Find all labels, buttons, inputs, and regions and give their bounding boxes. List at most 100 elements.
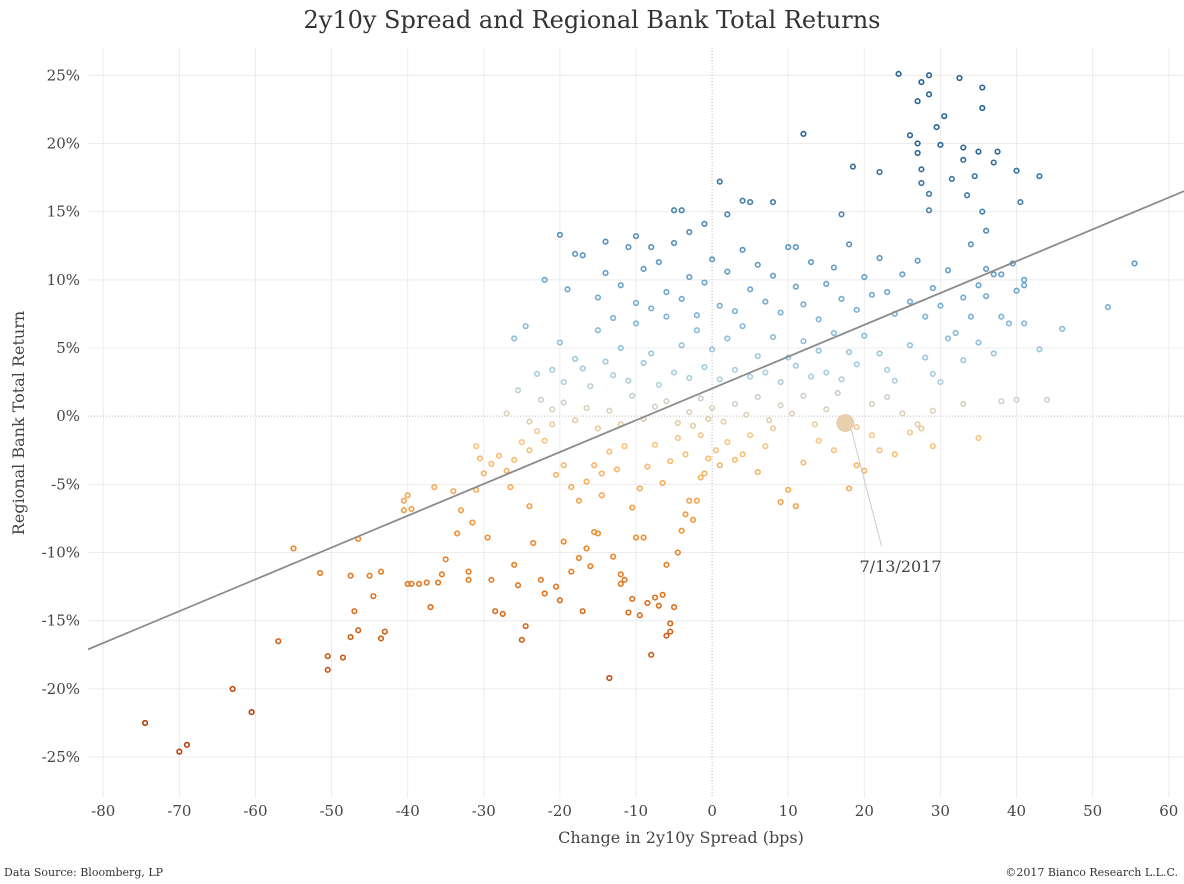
data-point: [983, 265, 990, 273]
data-point: [967, 313, 974, 320]
data-point: [381, 628, 388, 635]
y-tick-label: 15%: [47, 203, 80, 221]
data-point: [648, 350, 655, 357]
data-point: [290, 545, 297, 552]
y-axis-ticks: -25% -20% -15% -10% -5% 0% 5% 10% 15% 20% 25%: [42, 66, 80, 766]
data-point: [415, 580, 423, 588]
data-point: [899, 271, 906, 278]
data-point: [686, 408, 693, 416]
data-point: [636, 485, 643, 492]
data-point: [324, 666, 331, 673]
x-tick-label: 10: [779, 802, 798, 820]
data-point: [488, 460, 495, 468]
data-point: [689, 516, 697, 523]
data-point: [526, 418, 533, 425]
data-point: [591, 462, 598, 469]
data-point: [777, 309, 784, 316]
data-point: [408, 505, 415, 513]
data-point: [541, 276, 548, 283]
data-point: [918, 179, 925, 187]
data-point: [514, 582, 522, 589]
data-point: [724, 268, 731, 275]
data-point: [602, 238, 609, 245]
data-point: [716, 462, 723, 469]
data-point: [906, 298, 914, 305]
data-point: [667, 620, 674, 627]
data-point: [952, 329, 959, 337]
data-point: [747, 286, 754, 293]
data-point: [229, 685, 236, 693]
data-point: [526, 447, 533, 454]
data-point: [769, 425, 777, 432]
data-point: [556, 231, 563, 238]
data-point: [537, 576, 544, 583]
data-point: [1021, 276, 1028, 283]
data-point: [792, 243, 799, 251]
data-point: [484, 534, 491, 541]
data-point: [762, 298, 769, 305]
data-point: [739, 323, 746, 330]
data-point: [849, 163, 857, 170]
data-point: [701, 279, 708, 286]
data-point: [678, 207, 685, 214]
data-point: [1013, 396, 1020, 403]
data-point: [739, 197, 746, 204]
data-point: [1021, 320, 1028, 327]
data-point: [937, 302, 944, 309]
data-point: [427, 603, 434, 611]
data-point: [853, 423, 860, 431]
data-point: [884, 393, 891, 401]
data-point: [648, 651, 655, 658]
data-point: [598, 470, 605, 477]
data-point: [317, 569, 324, 577]
data-source-note: Data Source: Bloomberg, LP: [4, 866, 164, 879]
data-point: [632, 233, 640, 240]
data-point: [998, 313, 1005, 320]
data-point: [960, 156, 967, 163]
data-point: [861, 273, 868, 281]
data-point: [747, 432, 754, 439]
x-tick-label: 0: [707, 802, 717, 820]
data-point: [876, 168, 883, 176]
data-point: [800, 130, 807, 138]
data-point: [830, 329, 837, 337]
data-point: [366, 572, 373, 579]
data-point: [815, 316, 822, 323]
y-tick-label: -5%: [51, 475, 80, 493]
data-point: [823, 406, 830, 413]
data-point: [925, 190, 933, 198]
data-point: [644, 599, 651, 607]
data-point: [868, 400, 876, 408]
data-point: [492, 608, 499, 615]
data-point: [674, 434, 681, 442]
y-tick-label: 0%: [56, 407, 80, 425]
data-point: [663, 288, 670, 296]
data-point: [655, 258, 662, 266]
data-point: [876, 254, 883, 262]
data-point: [769, 198, 777, 206]
data-point: [693, 327, 700, 334]
data-point: [701, 363, 708, 371]
data-point: [918, 166, 925, 173]
data-point: [914, 257, 921, 264]
data-point: [731, 400, 739, 408]
data-point: [640, 265, 647, 273]
data-point: [670, 239, 678, 247]
zero-lines: [88, 48, 1184, 798]
data-point: [351, 608, 358, 615]
data-point: [800, 301, 807, 308]
data-point: [674, 419, 681, 427]
data-point: [792, 503, 799, 510]
data-point: [975, 282, 982, 289]
data-point: [823, 369, 830, 376]
data-point: [983, 227, 990, 234]
data-point: [861, 332, 868, 339]
data-point: [583, 478, 590, 485]
data-point: [541, 437, 548, 444]
x-tick-label: -30: [472, 802, 496, 820]
data-point: [457, 507, 465, 514]
data-point: [933, 123, 940, 131]
data-point: [800, 338, 807, 345]
data-point: [564, 286, 571, 293]
